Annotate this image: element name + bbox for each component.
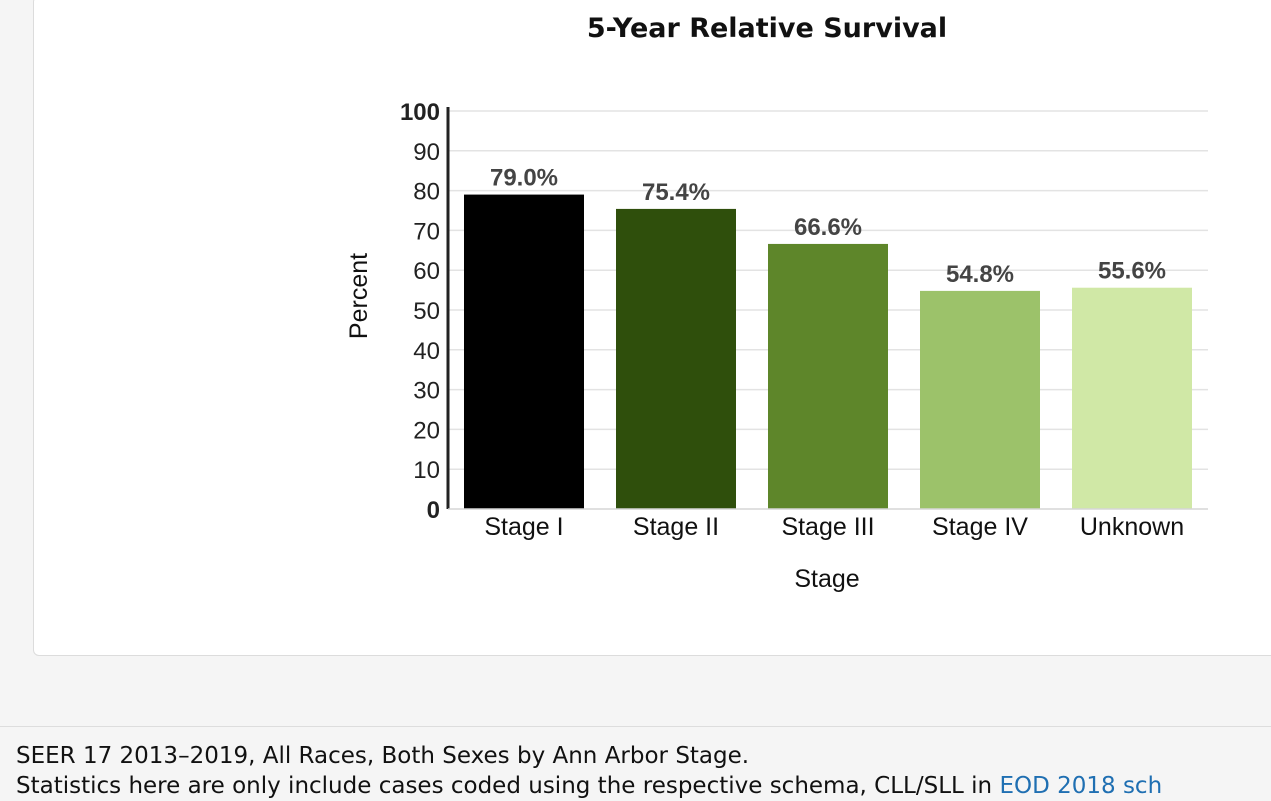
bar [920, 290, 1040, 509]
y-tick-label: 20 [413, 417, 440, 444]
footer-divider [0, 726, 1271, 727]
y-tick-label: 50 [413, 298, 440, 325]
footer-line-2: Statistics here are only include cases c… [16, 771, 1266, 801]
y-tick-label: 80 [413, 179, 440, 206]
footer-line-2-text: Statistics here are only include cases c… [16, 773, 1000, 799]
y-tick-label: 60 [413, 258, 440, 285]
x-tick-label: Stage II [633, 513, 719, 541]
bar [1072, 287, 1192, 509]
y-tick-label: 70 [413, 218, 440, 245]
y-axis-label: Percent [345, 253, 373, 339]
x-tick-label: Unknown [1080, 513, 1184, 541]
bar [464, 194, 584, 509]
bar [768, 243, 888, 509]
y-tick-label: 90 [413, 139, 440, 166]
y-tick-label: 0 [427, 497, 440, 524]
y-tick-label: 30 [413, 378, 440, 405]
chart-title: 5-Year Relative Survival [587, 13, 947, 44]
data-label: 54.8% [946, 261, 1014, 288]
data-label: 79.0% [490, 165, 558, 192]
y-tick-label: 40 [413, 338, 440, 365]
chart-card: 5-Year Relative Survival 0 10 20 30 40 50 60 70 8… [33, 0, 1271, 656]
footer-line-1: SEER 17 2013–2019, All Races, Both Sexes… [16, 743, 750, 769]
footer-schema-link[interactable]: EOD 2018 sch [999, 773, 1163, 799]
x-tick-label: Stage IV [932, 513, 1028, 541]
x-axis-label: Stage [794, 565, 859, 593]
footer-note: SEER 17 2013–2019, All Races, Both Sexes… [16, 741, 1266, 801]
y-tick-label: 10 [413, 457, 440, 484]
data-label: 66.6% [794, 214, 862, 241]
bar [616, 208, 736, 509]
y-tick-label: 100 [400, 99, 440, 126]
data-label: 55.6% [1098, 258, 1166, 285]
data-label: 75.4% [642, 179, 710, 206]
x-tick-label: Stage III [781, 513, 874, 541]
bar-chart: 5-Year Relative Survival 0 10 20 30 40 50 60 70 8… [345, 13, 1208, 593]
x-tick-label: Stage I [484, 513, 563, 541]
